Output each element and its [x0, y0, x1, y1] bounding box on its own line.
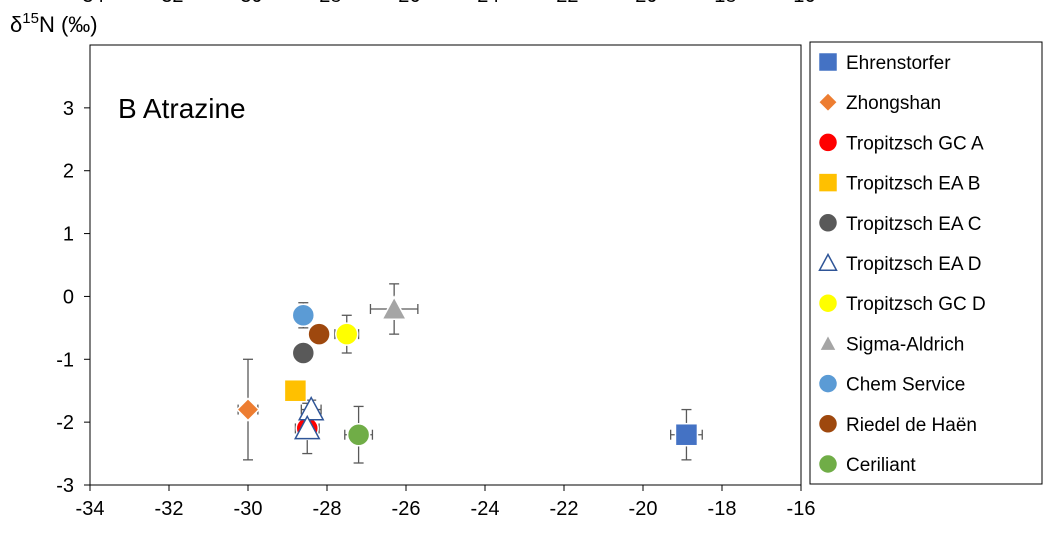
plot-area [89, 44, 802, 486]
legend-entry-label: Chem Service [846, 375, 965, 396]
y-tick-label: 1 [63, 224, 74, 246]
legend-marker [817, 373, 839, 394]
panel-label: B Atrazine [118, 93, 246, 124]
y-tick-label: 3 [63, 98, 74, 120]
data-point [291, 341, 316, 365]
legend-marker [817, 453, 839, 475]
y-tick-label: 2 [63, 161, 74, 183]
top-tick-label: -28 [313, 0, 342, 7]
y-axis-label: δ15N (‰) [10, 10, 98, 37]
x-tick-label: -22 [550, 498, 579, 520]
legend: Ehrenstorfer Zhongshan Tropitzsch GC A Trop… [809, 41, 1043, 485]
legend-entry-label: Zhongshan [846, 93, 941, 114]
y-tick-label: 0 [63, 286, 74, 308]
top-partial-tick-labels: -34 -32 -30 -28 -26 -24 -22 -20 -18 -16 [76, 0, 816, 7]
x-tick-label: -32 [155, 498, 184, 520]
top-tick-label: -18 [708, 0, 737, 7]
data-point [293, 414, 321, 440]
y-tick-label: -1 [56, 349, 74, 371]
data-point [346, 422, 371, 447]
x-tick-label: -16 [787, 498, 816, 520]
y-tick-label: -3 [56, 475, 74, 497]
x-tick-label: -28 [313, 498, 342, 520]
legend-entry-label: Tropitzsch GC D [846, 294, 986, 315]
legend-entry-label: Tropitzsch GC A [846, 133, 984, 154]
legend-entry-label: Tropitzsch EA B [846, 174, 980, 195]
legend-marker [818, 252, 838, 271]
legend-entry-label: Riedel de Haën [846, 415, 977, 436]
top-tick-label: -26 [392, 0, 421, 7]
x-tick-label: -18 [708, 498, 737, 520]
legend-entry-label: Sigma-Aldrich [846, 334, 964, 355]
data-point [291, 303, 316, 328]
data-point [380, 295, 408, 320]
legend-marker [817, 413, 839, 435]
top-tick-label: -34 [76, 0, 105, 7]
legend-entry-label: Ceriliant [846, 455, 916, 476]
top-tick-label: -32 [155, 0, 184, 7]
legend-marker [818, 333, 838, 352]
x-tick-label: -30 [234, 498, 263, 520]
legend-marker [817, 172, 839, 193]
data-point [307, 322, 331, 346]
top-tick-label: -24 [471, 0, 500, 7]
data-point [674, 422, 699, 447]
legend-entry-label: Ehrenstorfer [846, 53, 951, 74]
y-tick-label: -2 [56, 412, 74, 434]
top-tick-label: -22 [550, 0, 579, 7]
data-point [297, 395, 325, 421]
x-tick-label: -34 [76, 498, 105, 520]
data-point [283, 378, 308, 403]
legend-marker [817, 292, 839, 314]
data-point [235, 397, 261, 422]
axes: -34 -32 -30 -28 -26 -24 -22 -20 -18 -16 3 2 1 0 -1 -2 -3 [56, 98, 815, 520]
legend-marker [817, 91, 839, 113]
legend-marker [817, 51, 839, 73]
top-tick-label: -20 [629, 0, 658, 7]
legend-marker [817, 132, 839, 153]
legend-box [809, 41, 1043, 485]
top-tick-label: -16 [787, 0, 816, 7]
x-tick-label: -24 [471, 498, 500, 520]
data-point [335, 322, 359, 346]
data-markers [235, 295, 699, 447]
legend-marker [817, 212, 839, 234]
legend-entry-label: Tropitzsch EA C [846, 214, 982, 235]
x-tick-label: -26 [392, 498, 421, 520]
top-tick-label: -30 [234, 0, 263, 7]
x-tick-label: -20 [629, 498, 658, 520]
legend-entry-label: Tropitzsch EA D [846, 254, 982, 275]
